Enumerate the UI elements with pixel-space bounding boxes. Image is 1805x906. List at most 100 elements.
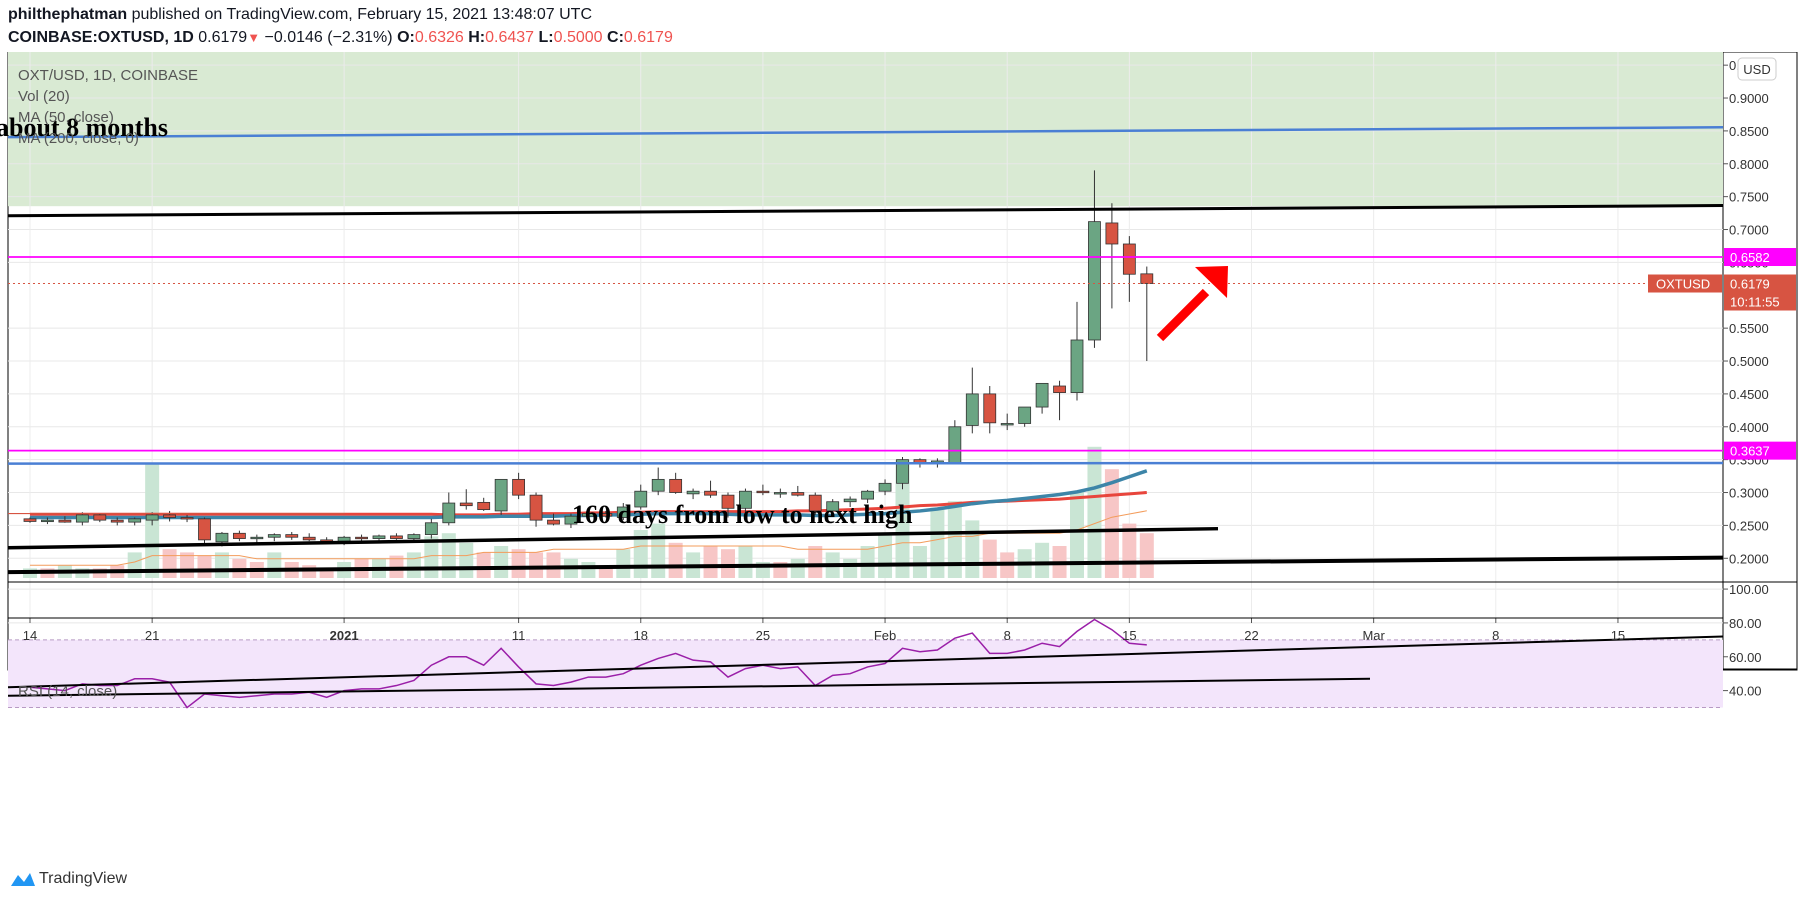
volume-bar <box>162 549 177 578</box>
candle-down <box>23 518 37 522</box>
candle-up <box>145 514 159 521</box>
legend-ma50: MA (50, close) <box>18 109 114 126</box>
candle-down <box>477 501 491 511</box>
price-tag-countdown: 10:11:55 <box>1730 295 1780 310</box>
price-tag-last-box <box>1724 274 1796 293</box>
currency-label: USD <box>1743 62 1770 77</box>
candle-up <box>878 482 892 492</box>
candle-up <box>948 426 962 464</box>
candle-down <box>547 519 560 525</box>
volume-bar <box>127 552 142 578</box>
symbol-info-line: COINBASE:OXTUSD, 1D 0.6179▼ −0.0146 (−2.… <box>8 29 673 47</box>
rsi-tick-label: 60.00 <box>1729 650 1762 665</box>
candle-up <box>896 459 909 484</box>
price-tick-label: 0.9000 <box>1729 91 1769 106</box>
candle-up <box>861 490 874 500</box>
candle-up <box>616 506 630 518</box>
volume-bar <box>1139 533 1154 578</box>
down-triangle-icon: ▼ <box>247 30 261 45</box>
candle-up <box>41 519 54 523</box>
volume-bar <box>1070 491 1084 578</box>
candle-up <box>686 490 700 495</box>
price-tick-label: 0.8500 <box>1729 124 1769 139</box>
candle-up <box>494 478 508 512</box>
rsi-trendline-upper <box>7 635 1724 689</box>
candle-down <box>390 535 403 539</box>
price-chart[interactable]: 0.95000.90000.85000.80000.75000.70000.65… <box>0 52 1805 862</box>
candle-down <box>808 494 822 512</box>
publisher-name[interactable]: philthephatman <box>8 6 128 23</box>
candle-down <box>529 494 543 521</box>
volume-bar <box>197 555 212 578</box>
candle-down <box>110 519 124 523</box>
candle-up <box>1088 221 1101 341</box>
time-tick-label: Feb <box>874 628 896 643</box>
price-tag-lower: 0.3637 <box>1730 444 1770 459</box>
symbol-tag: OXTUSD <box>1656 277 1710 292</box>
legend-pair: OXT/USD, 1D, COINBASE <box>18 67 199 84</box>
price-tick-label: 0.4500 <box>1729 387 1769 402</box>
candle-up <box>965 393 979 426</box>
time-tick-label: 15 <box>1611 628 1625 643</box>
volume-bar <box>389 555 404 578</box>
time-tick-label: 18 <box>634 628 648 643</box>
candle-up <box>75 514 89 523</box>
price-axis[interactable] <box>1722 52 1798 671</box>
volume-bar <box>965 520 980 578</box>
candle-up <box>372 535 386 539</box>
candle-down <box>721 494 735 509</box>
candle-up <box>1035 382 1049 408</box>
volume-ma-line <box>30 510 1147 566</box>
brand-label: TradingView <box>39 870 128 887</box>
time-tick-label: 21 <box>145 628 159 643</box>
volume-bar <box>476 552 491 578</box>
price-tick-label: 0.5500 <box>1729 321 1769 336</box>
candle-down <box>1105 222 1119 245</box>
time-tick-label: 25 <box>756 628 770 643</box>
candle-up <box>651 478 665 492</box>
red-arrow-head <box>1195 266 1228 298</box>
volume-bar <box>808 546 823 578</box>
volume-bar <box>721 549 735 578</box>
candle-up <box>424 522 438 536</box>
blue-channel-line-top <box>7 126 1724 139</box>
candle-up <box>442 502 456 524</box>
volume-bar <box>895 459 910 578</box>
price-tag-lower-box <box>1724 441 1796 460</box>
rsi-tick-label: 80.00 <box>1729 616 1762 631</box>
candle-down <box>198 518 211 541</box>
symbol-name: COINBASE:OXTUSD, 1D <box>8 29 194 46</box>
legend-vol: Vol (20) <box>18 88 70 105</box>
volume-bar <box>459 542 474 578</box>
candle-up <box>250 536 264 540</box>
time-tick-label: 11 <box>512 628 526 643</box>
price-tick-label: 0.8000 <box>1729 157 1769 172</box>
volume-bar <box>319 568 334 578</box>
candle-down <box>1053 385 1066 393</box>
candle-down <box>285 534 299 538</box>
legend-rsi: RSI (14, close) <box>18 683 118 700</box>
published-text: published on TradingView.com, February 1… <box>131 6 592 23</box>
price-tick-label: 0.5000 <box>1729 354 1769 369</box>
volume-bar <box>878 533 893 578</box>
tradingview-brand[interactable]: TradingView <box>10 870 127 888</box>
volume-bar <box>1087 446 1102 578</box>
rsi-trendline-lower <box>7 677 1371 697</box>
black-resistance-line <box>7 204 1724 218</box>
candle-up <box>739 490 752 509</box>
candle-up <box>826 501 840 512</box>
rsi-band <box>8 639 1723 708</box>
volume-bar <box>738 546 753 578</box>
volume-bar <box>947 501 962 578</box>
volume-bar <box>982 539 997 578</box>
low-value: 0.5000 <box>553 29 603 46</box>
candle-up <box>843 498 857 503</box>
volume-bar <box>180 552 195 578</box>
candle-down <box>669 478 683 493</box>
candle-up <box>267 534 281 538</box>
candle-up <box>337 536 351 542</box>
price-tick-label: 0.7500 <box>1729 190 1769 205</box>
candle-up <box>1018 406 1032 424</box>
candle-down <box>302 536 316 541</box>
price-tag-upper-box <box>1724 248 1796 267</box>
